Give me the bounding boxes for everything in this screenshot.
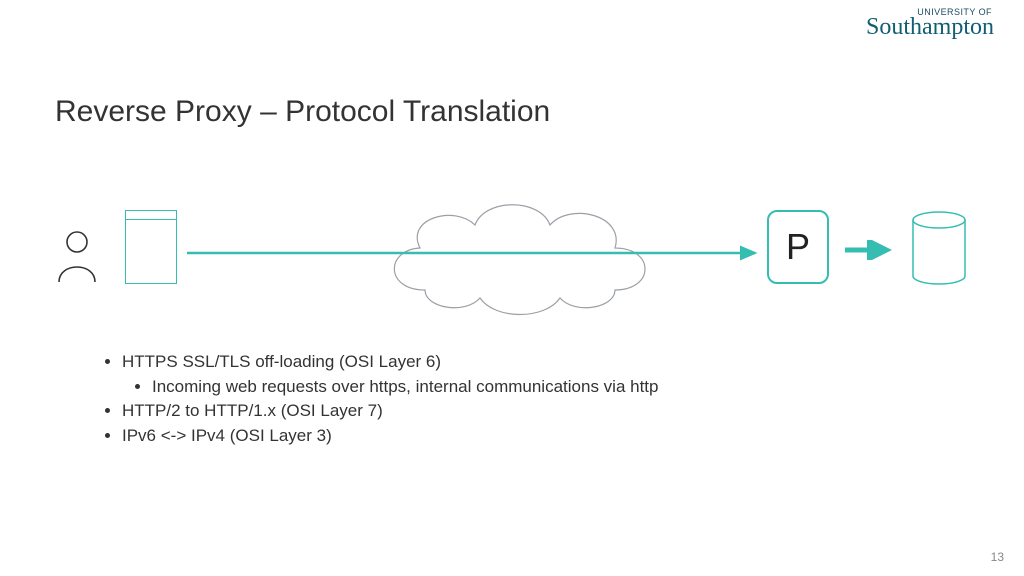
arrow-client-to-proxy [187,245,767,261]
proxy-label: P [786,226,810,268]
slide: UNIVERSITY OF Southampton Reverse Proxy … [0,0,1024,576]
logo-wordmark: Southampton [866,14,994,40]
architecture-diagram: P [55,200,975,320]
bullet-text: Incoming web requests over https, intern… [152,377,658,396]
slide-title: Reverse Proxy – Protocol Translation [55,95,550,129]
list-item: HTTP/2 to HTTP/1.x (OSI Layer 7) [122,399,658,424]
bullet-text: IPv6 <-> IPv4 (OSI Layer 3) [122,426,332,445]
list-item: IPv6 <-> IPv4 (OSI Layer 3) [122,424,658,449]
bullet-text: HTTPS SSL/TLS off-loading (OSI Layer 6) [122,352,441,371]
bullet-text: HTTP/2 to HTTP/1.x (OSI Layer 7) [122,401,383,420]
user-icon [55,230,99,284]
university-logo: UNIVERSITY OF Southampton [866,8,994,39]
browser-icon [125,210,177,284]
database-icon [911,210,967,288]
proxy-box: P [767,210,829,284]
list-item: Incoming web requests over https, intern… [152,375,658,400]
arrow-proxy-to-db [845,240,903,260]
browser-titlebar [126,211,176,220]
list-item: HTTPS SSL/TLS off-loading (OSI Layer 6) … [122,350,658,399]
page-number: 13 [991,550,1004,564]
bullet-list: HTTPS SSL/TLS off-loading (OSI Layer 6) … [100,350,658,449]
